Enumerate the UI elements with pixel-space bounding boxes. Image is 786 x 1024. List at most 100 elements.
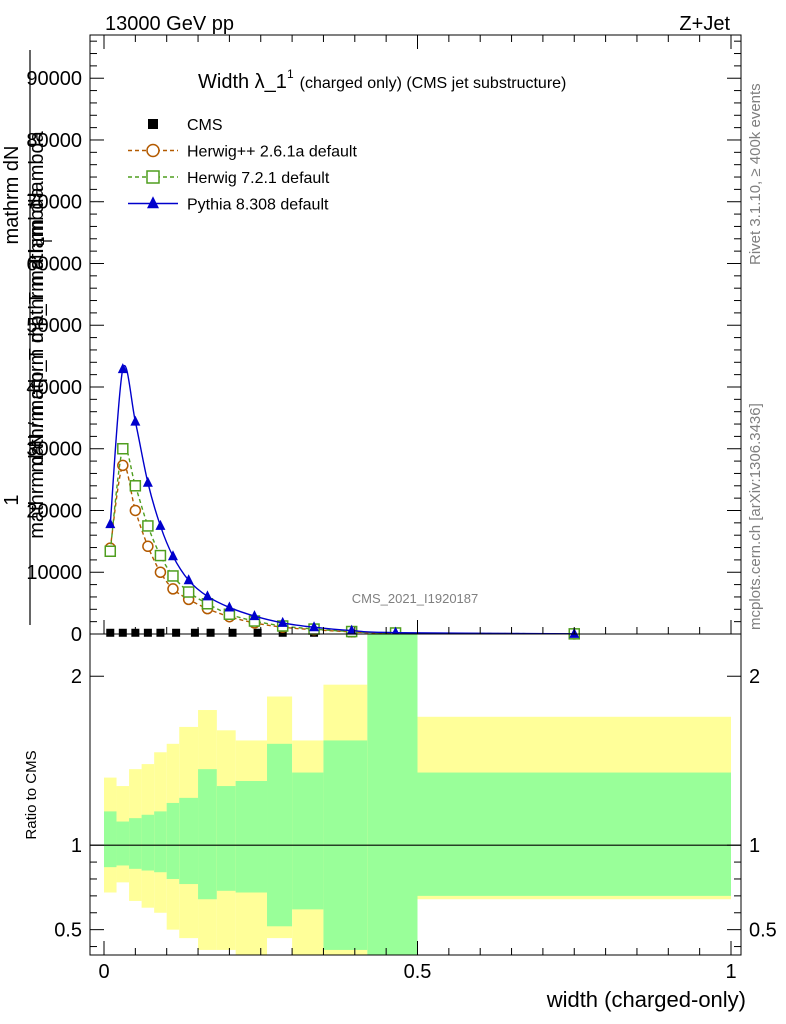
- series-herwig-2-6-1a-default: [104, 459, 580, 640]
- plot-title-sup: 1: [287, 67, 294, 81]
- y-label-subscript: T: [40, 237, 55, 245]
- data-point: [346, 624, 357, 635]
- ratio-band-inner: [116, 821, 130, 866]
- ratio-ytick-label: 0.5: [54, 920, 82, 942]
- ratio-band-inner: [216, 786, 236, 891]
- ratio-panel: [90, 634, 741, 955]
- legend-label: CMS: [187, 117, 223, 134]
- main-ytick-zero: 0: [71, 624, 82, 646]
- data-point: [118, 628, 127, 637]
- xtick-label: 1: [725, 961, 736, 983]
- data-point: [202, 590, 213, 601]
- legend-entry: Herwig++ 2.6.1a default: [128, 144, 357, 161]
- data-point: [167, 550, 178, 561]
- y-label-line1: mathrm d²N / mathrm d p_T mathrm d lambd…: [26, 130, 48, 538]
- collision-label: 13000 GeV pp: [105, 13, 234, 35]
- legend-entry: CMS: [148, 117, 223, 134]
- ratio-ytick-label-right: 2: [749, 666, 760, 688]
- series-pythia-8-308-default: [105, 363, 580, 638]
- data-point: [142, 520, 154, 532]
- y-label-line2: mathrm d p_T mathrm d lambda: [26, 186, 48, 472]
- main-ytick-label: 10000: [26, 562, 82, 584]
- data-point: [142, 476, 153, 487]
- data-point: [117, 363, 128, 374]
- series-line: [109, 365, 575, 635]
- data-point: [130, 415, 141, 426]
- ratio-band-inner: [235, 780, 268, 893]
- data-point: [148, 119, 158, 129]
- y-label-line3: mathrm dN: [1, 146, 23, 245]
- main-ytick-label: 70000: [26, 192, 82, 214]
- legend-label: Herwig++ 2.6.1a default: [187, 144, 357, 161]
- data-point: [309, 621, 320, 632]
- data-point: [146, 170, 160, 184]
- main-ytick-label: 20000: [26, 500, 82, 522]
- data-point: [253, 628, 262, 637]
- xtick-label: 0: [98, 961, 109, 983]
- data-point: [249, 610, 260, 621]
- ratio-band-inner: [367, 634, 418, 955]
- data-point: [129, 480, 142, 492]
- data-point: [224, 601, 235, 612]
- legend: CMS Herwig++ 2.6.1a default Herwig 7.2.1 d…: [128, 117, 357, 214]
- ratio-ytick-label-right: 1: [749, 835, 760, 857]
- ratio-ytick-label: 2: [71, 666, 82, 688]
- data-point: [117, 459, 129, 472]
- ratio-band-inner: [198, 769, 217, 900]
- ratio-band-inner: [166, 802, 180, 879]
- data-point: [183, 574, 194, 585]
- legend-label: Pythia 8.308 default: [187, 197, 329, 214]
- ratio-ytick-label: 1: [71, 835, 82, 857]
- data-point: [228, 628, 237, 637]
- process-label: Z+Jet: [679, 13, 730, 35]
- ratio-band-inner: [267, 743, 293, 927]
- plot-title-main: Width λ_1: [198, 71, 287, 93]
- data-point: [154, 566, 167, 578]
- series-line: [109, 445, 575, 635]
- ratio-ytick-label-right: 0.5: [749, 920, 777, 942]
- ratio-band-inner: [141, 814, 155, 871]
- plot-title-rest: (charged only) (CMS jet substructure): [300, 75, 567, 92]
- data-point: [105, 518, 116, 529]
- data-point: [142, 540, 154, 553]
- data-point: [167, 583, 179, 595]
- rivet-version: Rivet 3.1.10, ≥ 400k events: [747, 83, 764, 265]
- series-herwig-7-2-1-default: [104, 442, 580, 640]
- data-point: [155, 519, 166, 530]
- plot-title: Width λ_11 (charged only) (CMS jet substr…: [198, 67, 566, 93]
- main-ytick-label: 40000: [26, 377, 82, 399]
- analysis-watermark: CMS_2021_I1920187: [352, 591, 479, 606]
- main-ytick-label: 90000: [26, 68, 82, 90]
- data-point: [117, 442, 129, 455]
- ratio-band-inner: [292, 772, 324, 910]
- data-point: [167, 570, 179, 582]
- main-y-label: 1 mathrm d²N / mathrm d p_T mathrm d lam…: [1, 50, 55, 625]
- mcplots-credit: mcplots.cern.ch [arXiv:1306.3436]: [747, 403, 764, 630]
- data-point: [106, 628, 115, 637]
- ratio-band-inner: [129, 818, 142, 869]
- legend-entry: Pythia 8.308 default: [128, 196, 329, 214]
- data-point: [190, 628, 199, 637]
- ratio-y-label: Ratio to CMS: [23, 750, 40, 839]
- series-line: [109, 464, 575, 635]
- ratio-plot-frame: [89, 633, 742, 956]
- data-point: [146, 143, 160, 158]
- xtick-label: 0.5: [404, 961, 432, 983]
- data-point: [172, 628, 181, 637]
- x-axis-label: width (charged-only): [546, 987, 746, 1012]
- data-point: [277, 616, 288, 627]
- legend-label: Herwig 7.2.1 default: [187, 170, 330, 187]
- main-ytick-label: 50000: [26, 315, 82, 337]
- main-ytick-label: 80000: [26, 130, 82, 152]
- data-point: [182, 586, 195, 598]
- data-point: [104, 545, 117, 558]
- data-point: [154, 549, 167, 562]
- data-point: [147, 196, 159, 209]
- main-ytick-label: 30000: [26, 439, 82, 461]
- data-point: [129, 504, 142, 517]
- ratio-band-inner: [179, 797, 199, 885]
- ratio-band-inner: [154, 811, 167, 873]
- main-ytick-label: 60000: [26, 253, 82, 275]
- data-point: [156, 628, 165, 637]
